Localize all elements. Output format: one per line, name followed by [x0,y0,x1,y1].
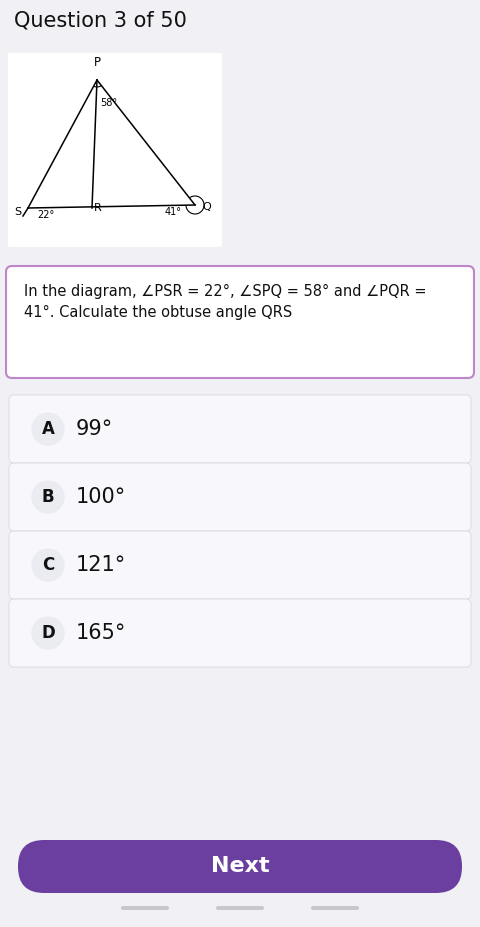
FancyBboxPatch shape [9,463,471,531]
FancyBboxPatch shape [9,599,471,667]
Circle shape [32,413,64,445]
Text: 100°: 100° [76,487,126,507]
Text: 58°: 58° [100,98,117,108]
FancyBboxPatch shape [9,395,471,463]
Text: S: S [14,207,21,217]
Text: In the diagram, ∠PSR = 22°, ∠SPQ = 58° and ∠PQR =
41°. Calculate the obtuse angl: In the diagram, ∠PSR = 22°, ∠SPQ = 58° a… [24,284,427,320]
Text: C: C [42,556,54,574]
Text: 41°: 41° [165,207,182,217]
FancyBboxPatch shape [9,531,471,599]
FancyBboxPatch shape [216,906,264,910]
Text: 99°: 99° [76,419,113,439]
Text: 22°: 22° [37,210,54,220]
Circle shape [32,617,64,649]
Text: D: D [41,624,55,642]
Text: Question 3 of 50: Question 3 of 50 [14,10,187,30]
Text: R: R [94,203,102,213]
Text: 165°: 165° [76,623,126,643]
Circle shape [32,481,64,513]
FancyBboxPatch shape [18,840,462,893]
Text: A: A [42,420,54,438]
FancyBboxPatch shape [121,906,169,910]
Text: B: B [42,488,54,506]
Text: 121°: 121° [76,555,126,575]
FancyBboxPatch shape [8,53,222,247]
FancyBboxPatch shape [311,906,359,910]
Text: P: P [94,56,100,69]
Circle shape [32,549,64,581]
Text: Next: Next [211,857,269,877]
FancyBboxPatch shape [6,266,474,378]
Text: Q: Q [202,202,211,212]
